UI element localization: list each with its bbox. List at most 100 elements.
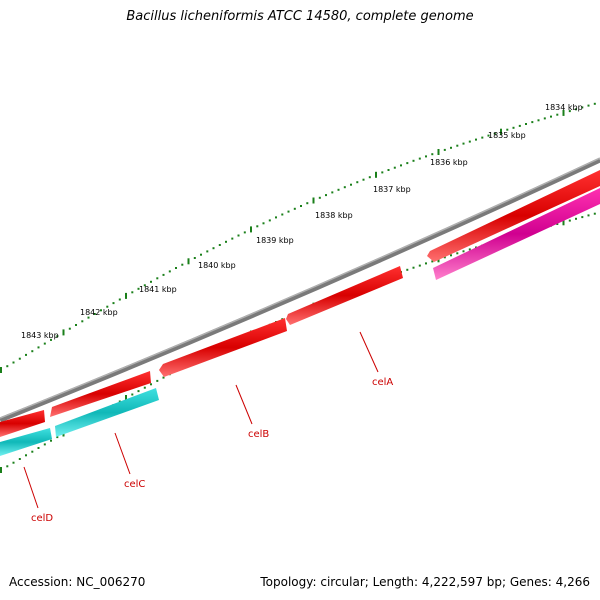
gene-labels: celA celB celC celD <box>31 377 393 524</box>
ruler-minor-tick <box>431 260 434 263</box>
gene-label-celB[interactable]: celB <box>248 429 269 440</box>
genome-backbone <box>0 157 600 423</box>
ruler-major-tick <box>187 258 190 265</box>
gene-arrow-celA[interactable] <box>286 266 403 325</box>
ruler-label: 1840 kbp <box>198 261 236 270</box>
gene-arrow[interactable] <box>0 410 45 437</box>
ruler-minor-tick <box>550 115 552 118</box>
ruler-minor-tick <box>443 148 446 151</box>
ruler-minor-tick <box>150 280 152 283</box>
ruler-minor-tick <box>25 454 27 457</box>
ruler-minor-tick <box>156 379 159 382</box>
ruler-minor-tick <box>12 361 15 364</box>
ruler-minor-tick <box>262 222 265 225</box>
ruler-label: 1836 kbp <box>430 158 468 167</box>
ruler-minor-tick <box>118 298 121 301</box>
ruler-major-tick <box>437 149 440 155</box>
inner-ruler <box>0 212 596 473</box>
ruler-minor-tick <box>431 153 434 156</box>
ruler-minor-tick <box>537 119 540 122</box>
ruler-minor-tick <box>556 113 559 116</box>
ruler-minor-tick <box>368 176 371 179</box>
ruler-minor-tick <box>581 216 584 219</box>
ruler-major-tick <box>0 467 2 473</box>
ruler-minor-tick <box>456 144 459 147</box>
gene-arrow[interactable] <box>50 371 151 417</box>
ruler-minor-tick <box>87 316 90 319</box>
ruler-minor-tick <box>425 155 427 158</box>
ruler-minor-tick <box>50 338 52 341</box>
ruler-major-tick <box>562 219 565 226</box>
ruler-minor-tick <box>31 350 34 353</box>
ruler-minor-tick <box>493 132 496 135</box>
ruler-minor-tick <box>362 178 365 181</box>
gene-leader-lines <box>23 331 379 509</box>
ruler-minor-tick <box>37 447 40 449</box>
ruler-label: 1834 kbp <box>545 103 583 112</box>
reverse-strand-track <box>0 188 600 456</box>
ruler-minor-tick <box>306 202 309 205</box>
ruler-minor-tick <box>243 231 246 234</box>
ruler-minor-tick <box>393 166 396 169</box>
ruler-minor-tick <box>193 257 196 259</box>
ruler-minor-tick <box>575 217 577 220</box>
ruler-minor-tick <box>425 262 427 265</box>
gene-arrow-celD[interactable] <box>0 428 52 456</box>
ruler-minor-tick <box>31 450 34 453</box>
ruler-minor-tick <box>568 219 571 222</box>
ruler-major-tick <box>0 367 2 373</box>
ruler-minor-tick <box>100 309 102 312</box>
ruler-minor-tick <box>225 240 227 243</box>
ruler-minor-tick <box>412 159 415 162</box>
gene-arrow-celB[interactable] <box>159 318 287 377</box>
ruler-minor-tick <box>156 277 159 280</box>
ruler-minor-tick <box>168 270 171 273</box>
ruler-minor-tick <box>318 196 321 199</box>
gene-arrow[interactable] <box>427 170 600 262</box>
ruler-minor-tick <box>268 219 271 222</box>
ruler-minor-tick <box>56 436 59 439</box>
ruler-minor-tick <box>131 291 134 294</box>
ruler-labels: 1834 kbp 1835 kbp 1836 kbp 1837 kbp 1838… <box>21 103 583 340</box>
gene-label-celD[interactable]: celD <box>31 513 53 524</box>
ruler-minor-tick <box>287 210 290 213</box>
ruler-minor-tick <box>281 213 284 216</box>
ruler-minor-tick <box>450 254 452 257</box>
ruler-label: 1835 kbp <box>488 131 526 140</box>
ruler-minor-tick <box>531 121 534 124</box>
ruler-minor-tick <box>587 104 590 107</box>
ruler-minor-tick <box>293 207 296 210</box>
ruler-minor-tick <box>162 376 165 379</box>
ruler-major-tick <box>250 226 252 233</box>
gene-arrow-celC[interactable] <box>55 388 159 437</box>
ruler-minor-tick <box>400 164 402 167</box>
map-title: Bacillus licheniformis ATCC 14580, compl… <box>126 9 474 24</box>
ruler-label: 1839 kbp <box>256 236 294 245</box>
ruler-minor-tick <box>581 106 584 109</box>
gene-label-celC[interactable]: celC <box>124 479 145 490</box>
ruler-minor-tick <box>131 393 134 396</box>
ruler-major-tick <box>125 395 127 401</box>
ruler-minor-tick <box>381 171 384 174</box>
ruler-minor-tick <box>525 123 527 125</box>
ruler-minor-tick <box>112 302 115 305</box>
ruler-minor-tick <box>518 124 521 127</box>
ruler-minor-tick <box>543 117 546 120</box>
ruler-minor-tick <box>568 110 571 113</box>
ruler-minor-tick <box>200 253 202 256</box>
gene-label-celA[interactable]: celA <box>372 377 393 388</box>
ruler-minor-tick <box>356 181 359 184</box>
accession-text: Accession: NC_006270 <box>9 575 146 589</box>
gene-arrow-magenta[interactable] <box>433 188 600 280</box>
ruler-minor-tick <box>6 365 9 368</box>
ruler-minor-tick <box>481 136 484 139</box>
ruler-major-tick <box>500 128 502 135</box>
ruler-minor-tick <box>237 234 240 237</box>
ruler-minor-tick <box>343 186 346 189</box>
ruler-minor-tick <box>256 225 259 228</box>
ruler-minor-tick <box>593 212 596 215</box>
ruler-major-tick <box>312 197 315 204</box>
forward-strand-track <box>0 170 600 437</box>
ruler-minor-tick <box>106 305 109 308</box>
ruler-minor-tick <box>468 140 471 143</box>
